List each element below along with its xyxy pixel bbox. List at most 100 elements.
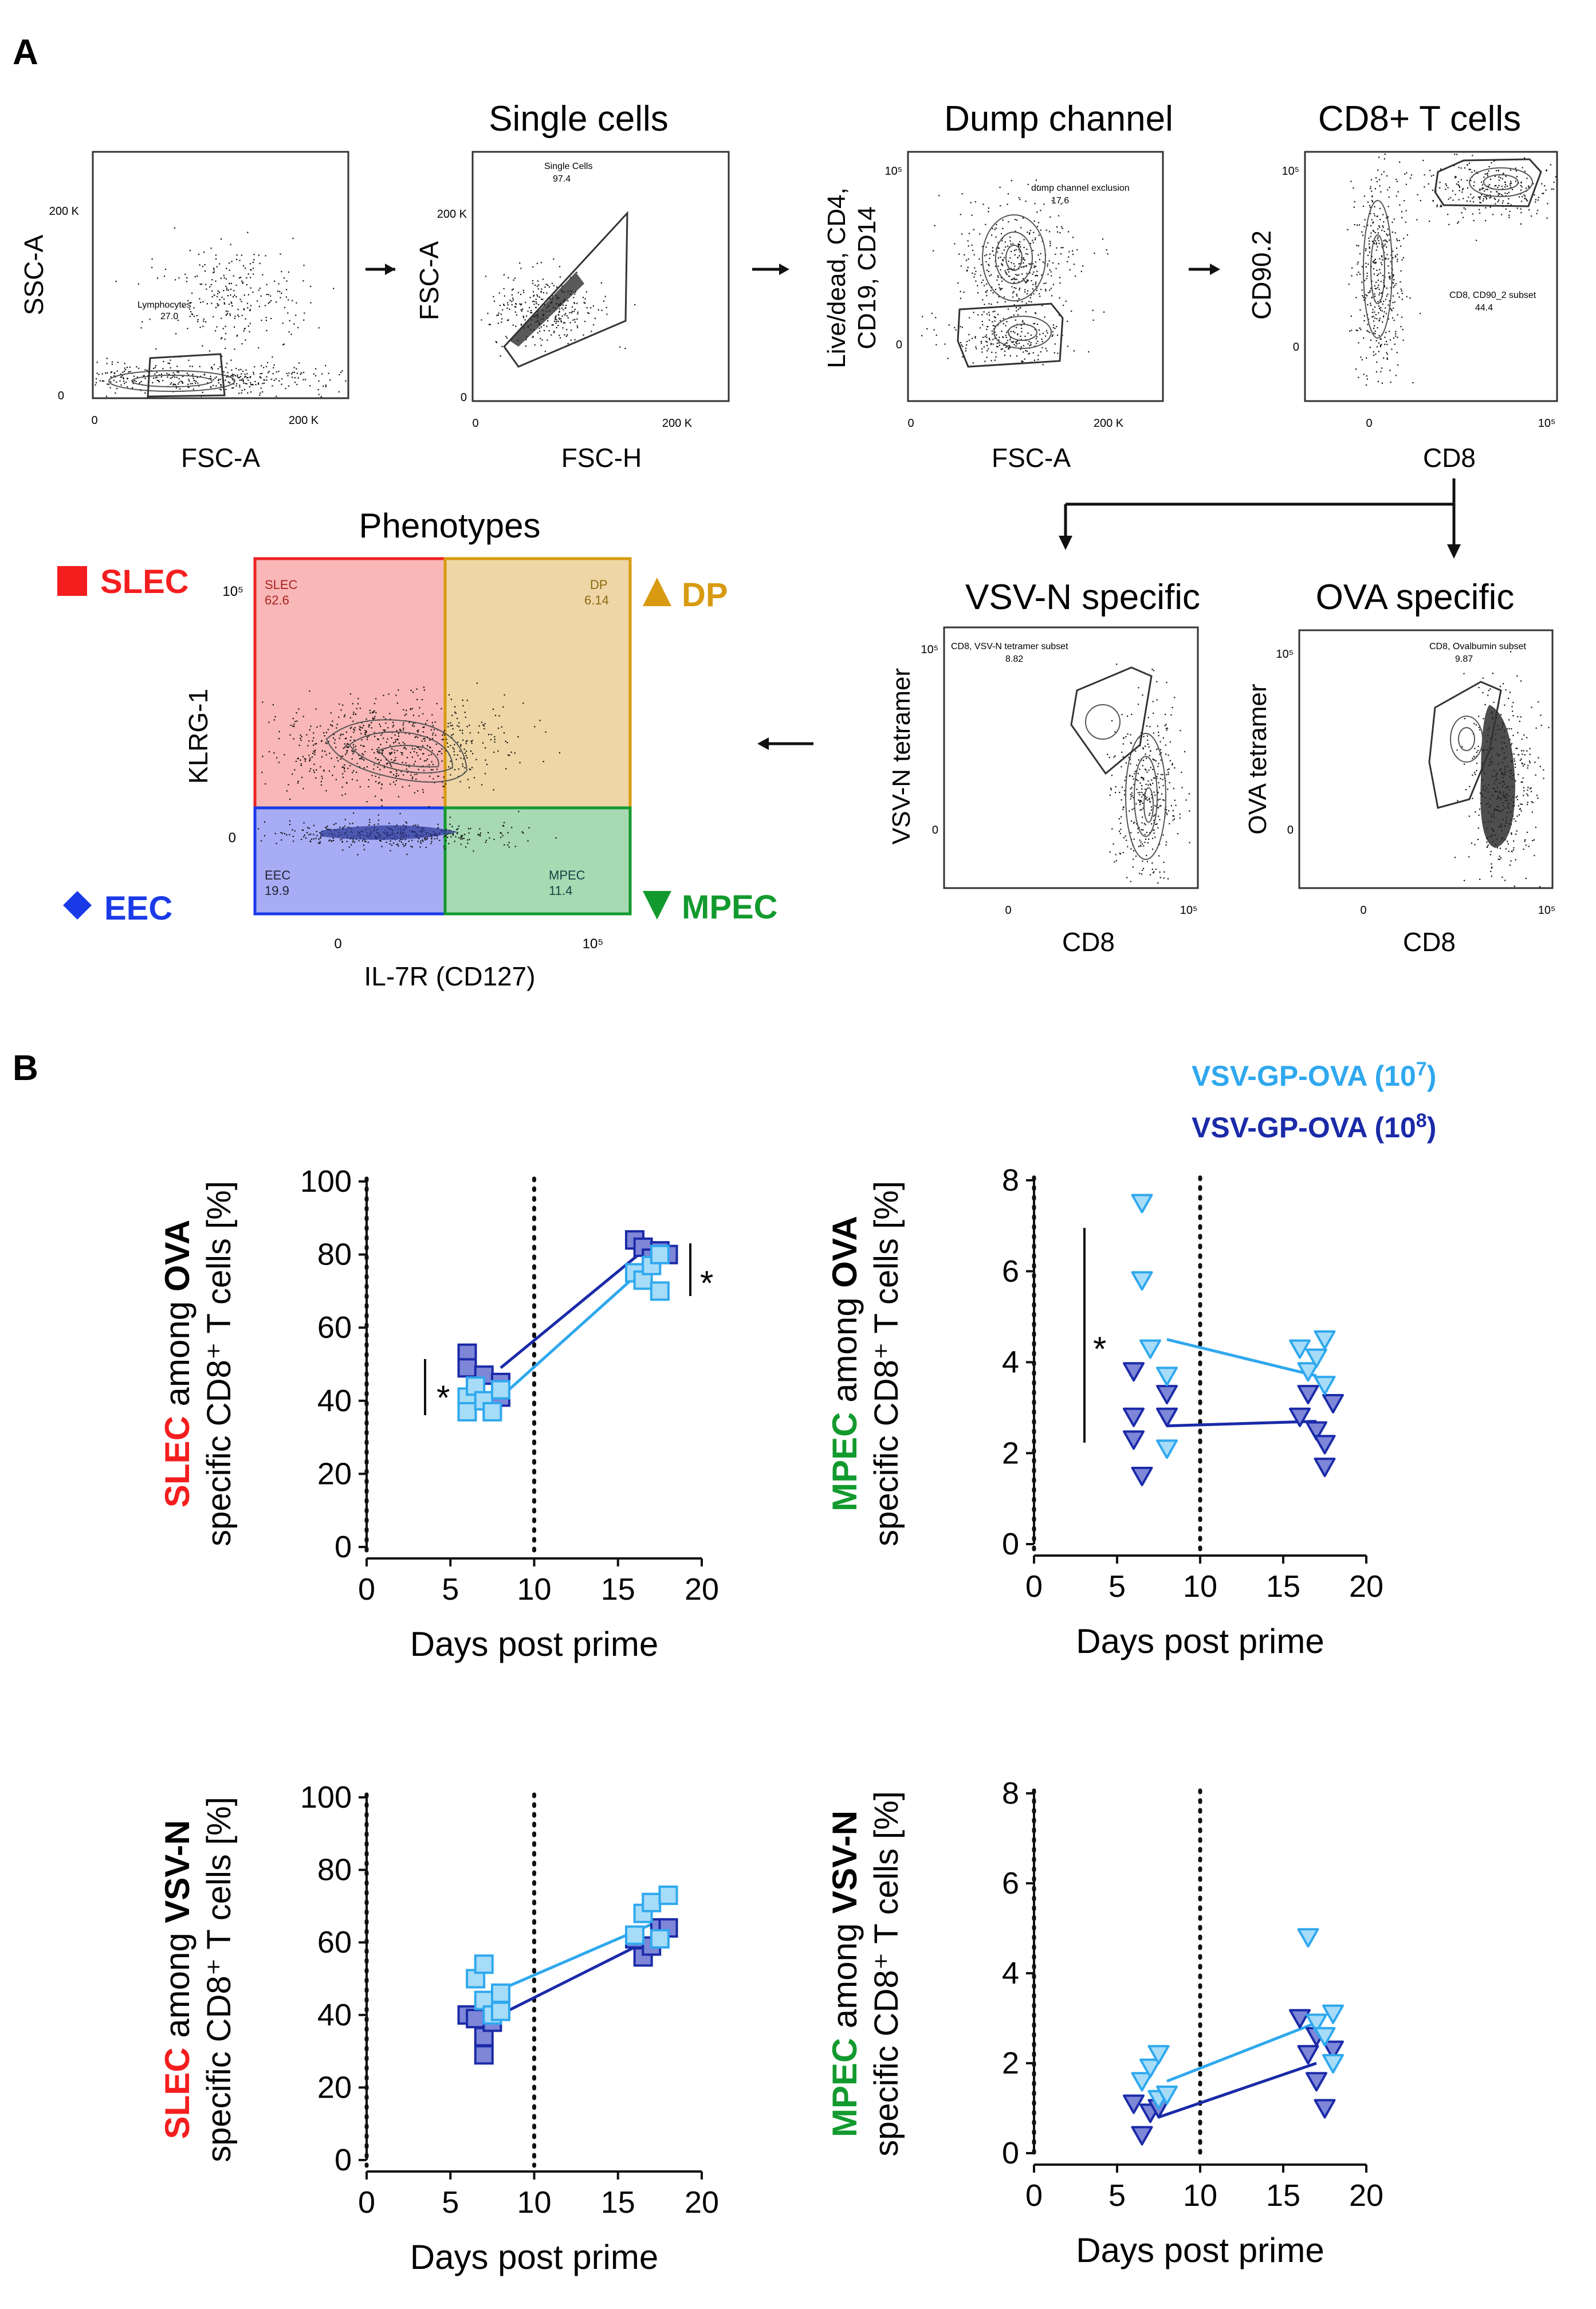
event-dot [991, 351, 993, 353]
event-dot [485, 839, 487, 841]
event-dot [1004, 343, 1006, 345]
event-dot [278, 738, 280, 740]
event-dot [360, 744, 362, 746]
event-dot [1503, 173, 1504, 175]
event-dot [1130, 742, 1131, 744]
event-dot [1019, 288, 1021, 289]
event-dot [1386, 234, 1389, 237]
arrow-head [385, 264, 395, 275]
event-dot [374, 736, 376, 737]
event-dot [1015, 341, 1017, 343]
event-dot [343, 767, 345, 768]
event-dot [1045, 330, 1047, 332]
event-dot [178, 378, 180, 380]
data-point [1156, 2085, 1178, 2105]
event-dot [417, 731, 419, 733]
event-dot [1377, 232, 1379, 234]
event-dot [1509, 692, 1511, 693]
event-dot [1033, 323, 1035, 324]
event-dot [972, 337, 973, 339]
event-dot [954, 327, 956, 328]
event-dot [1516, 795, 1518, 797]
event-dot [1039, 333, 1041, 335]
event-dot [355, 713, 356, 715]
event-dot [603, 300, 605, 302]
event-dot [1378, 294, 1380, 296]
event-dot [164, 268, 167, 270]
event-dot [352, 744, 355, 746]
data-point [457, 1358, 477, 1378]
event-dot [241, 373, 242, 375]
event-dot [560, 321, 563, 323]
event-dot [563, 304, 564, 306]
event-dot [1400, 288, 1402, 290]
event-dot [1030, 334, 1032, 336]
event-dot [571, 329, 572, 331]
event-dot [172, 384, 174, 386]
legend-eec: EEC [104, 890, 172, 927]
event-dot [188, 386, 190, 388]
event-dot [219, 366, 221, 368]
event-dot [1365, 266, 1367, 268]
event-dot [192, 388, 194, 390]
mean-line [1166, 1420, 1317, 1428]
event-dot [1139, 802, 1141, 803]
event-dot [1350, 315, 1352, 317]
event-dot [505, 768, 507, 769]
event-dot [1392, 274, 1394, 276]
event-dot [395, 775, 397, 777]
event-dot [1142, 777, 1143, 779]
event-dot [1157, 748, 1159, 749]
event-dot [413, 751, 415, 752]
event-dot [335, 747, 337, 748]
quadrant-value: 6.14 [584, 593, 609, 607]
event-dot [378, 814, 379, 816]
event-dot [1456, 154, 1458, 155]
event-dot [973, 312, 974, 313]
event-dot [447, 726, 449, 728]
event-dot [1515, 180, 1516, 182]
event-dot [1377, 273, 1379, 275]
event-dot [353, 812, 355, 814]
event-dot [230, 244, 231, 245]
event-dot [1483, 195, 1485, 197]
event-dot [995, 352, 997, 354]
event-dot [318, 842, 320, 844]
event-dot [506, 337, 508, 339]
event-dot [542, 299, 544, 300]
event-dot [1152, 701, 1154, 702]
event-dot [156, 379, 158, 381]
event-dot [396, 770, 398, 772]
event-dot [1458, 199, 1460, 201]
event-dot [306, 734, 308, 736]
event-dot [458, 768, 459, 770]
event-dot [128, 371, 129, 373]
event-dot [1410, 177, 1412, 179]
event-dot [1441, 206, 1442, 207]
event-dot [1381, 229, 1383, 231]
event-dot [416, 698, 418, 701]
event-dot [1166, 729, 1167, 731]
event-dot [1173, 815, 1175, 817]
event-dot [229, 313, 231, 315]
event-dot [1406, 296, 1408, 297]
event-dot [240, 368, 242, 370]
event-dot [535, 301, 537, 303]
event-dot [321, 373, 323, 375]
event-dot [1130, 798, 1131, 800]
event-dot [1143, 845, 1145, 847]
event-dot [1367, 319, 1370, 320]
event-dot [521, 303, 522, 305]
event-dot [1349, 330, 1351, 332]
event-dot [523, 292, 525, 293]
event-dot [238, 377, 239, 379]
event-dot [289, 320, 290, 321]
event-dot [1374, 206, 1375, 207]
event-dot [1143, 779, 1145, 781]
event-dot [453, 748, 455, 750]
event-dot [384, 718, 386, 720]
event-dot [1134, 771, 1136, 772]
event-dot [1374, 288, 1376, 289]
event-dot [392, 761, 394, 763]
